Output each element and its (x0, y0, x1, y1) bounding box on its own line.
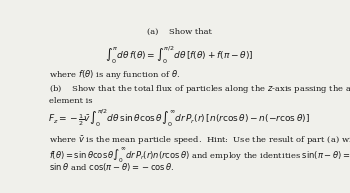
Text: $f(\theta) = \sin\theta \cos\theta \int_0^{\infty} dr\, P_r(r)n(r\cos\theta)$ an: $f(\theta) = \sin\theta \cos\theta \int_… (49, 147, 350, 165)
Text: element is: element is (49, 97, 93, 105)
Text: (b)    Show that the total flux of particles along the $z$-axis passing the area: (b) Show that the total flux of particle… (49, 83, 350, 95)
Text: where $f(\theta)$ is any function of $\theta$.: where $f(\theta)$ is any function of $\t… (49, 69, 181, 81)
Text: $\int_0^{\pi} d\theta\, f(\theta) = \int_0^{\pi/2} d\theta\, [f(\theta) + f(\pi : $\int_0^{\pi} d\theta\, f(\theta) = \int… (105, 44, 254, 66)
Text: $F_z = -\frac{1}{2}\bar{v} \int_0^{\pi/2} d\theta\, \sin\theta \cos\theta \int_0: $F_z = -\frac{1}{2}\bar{v} \int_0^{\pi/2… (49, 107, 310, 129)
Text: where $\bar{v}$ is the mean particle speed.  Hint:  Use the result of part (a) w: where $\bar{v}$ is the mean particle spe… (49, 134, 350, 147)
Text: (a)    Show that: (a) Show that (147, 28, 212, 36)
Text: $\sin\theta$ and $\cos(\pi - \theta) = -\cos\theta$.: $\sin\theta$ and $\cos(\pi - \theta) = -… (49, 161, 175, 173)
